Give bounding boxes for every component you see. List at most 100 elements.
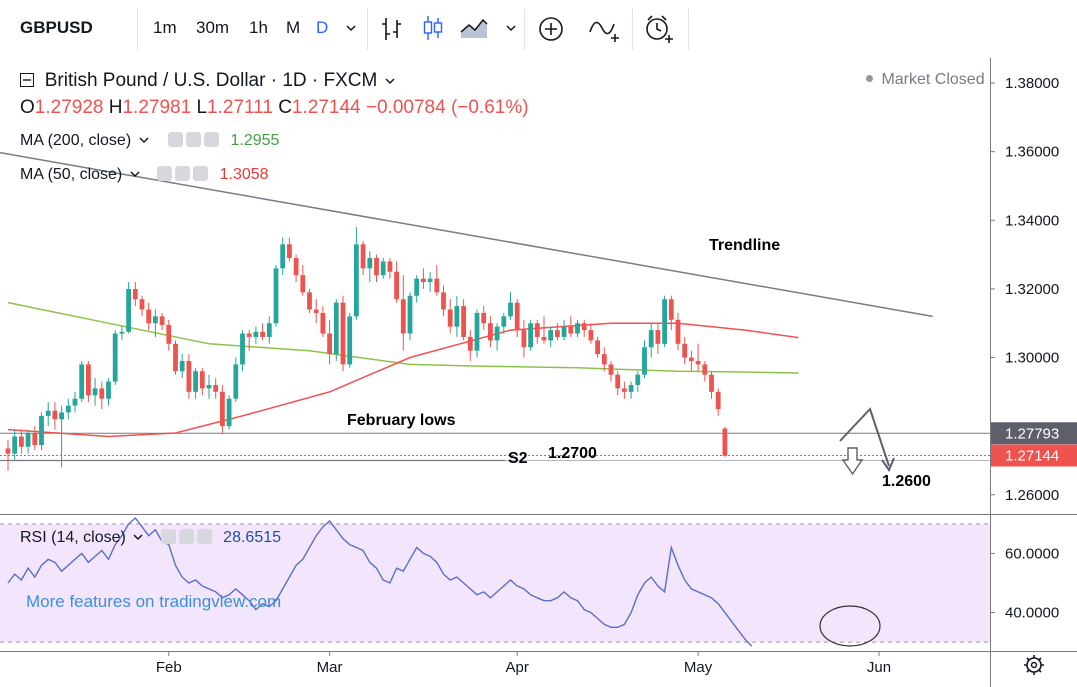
- candle[interactable]: [112, 330, 118, 385]
- rsi-legend[interactable]: RSI (14, close) 28.6515: [20, 529, 281, 547]
- candle[interactable]: [534, 319, 540, 344]
- candle[interactable]: [233, 357, 239, 403]
- candle[interactable]: [307, 288, 312, 313]
- candle[interactable]: [488, 316, 493, 348]
- candle[interactable]: [266, 316, 272, 344]
- candle[interactable]: [360, 240, 366, 276]
- candle[interactable]: [601, 347, 607, 372]
- candle[interactable]: [642, 340, 647, 379]
- interval-1m[interactable]: 1m: [153, 18, 177, 37]
- candle[interactable]: [186, 354, 192, 399]
- candle[interactable]: [347, 312, 353, 368]
- candle[interactable]: [106, 378, 111, 406]
- candle[interactable]: [39, 412, 44, 451]
- candle[interactable]: [240, 330, 245, 372]
- candle[interactable]: [668, 295, 674, 331]
- candle[interactable]: [541, 316, 547, 344]
- candle[interactable]: [300, 264, 306, 296]
- interval-day[interactable]: D: [316, 18, 329, 37]
- symbol-search[interactable]: GBPUSD: [20, 18, 93, 37]
- interval-month[interactable]: M: [286, 18, 301, 37]
- candle[interactable]: [447, 299, 453, 334]
- candle[interactable]: [722, 426, 728, 457]
- remove-close-icon[interactable]: [196, 529, 212, 544]
- candle[interactable]: [575, 319, 580, 337]
- candle[interactable]: [367, 251, 373, 283]
- candle[interactable]: [213, 378, 219, 399]
- gear-icon[interactable]: [1024, 655, 1044, 675]
- ma200-legend[interactable]: MA (200, close) 1.2955: [20, 132, 279, 150]
- candle[interactable]: [628, 381, 634, 399]
- candle[interactable]: [454, 295, 460, 337]
- candle[interactable]: [52, 402, 58, 430]
- candle[interactable]: [253, 326, 259, 344]
- ma200-chevron-down-icon[interactable]: [138, 135, 150, 145]
- candle[interactable]: [86, 360, 91, 403]
- candle[interactable]: [548, 326, 554, 348]
- trendline[interactable]: [0, 151, 933, 318]
- candle[interactable]: [19, 429, 24, 454]
- candle[interactable]: [99, 381, 105, 410]
- candle[interactable]: [354, 227, 359, 320]
- candle[interactable]: [132, 282, 138, 307]
- candle[interactable]: [374, 254, 379, 283]
- candle[interactable]: [561, 319, 567, 341]
- candle[interactable]: [622, 381, 627, 399]
- candle[interactable]: [434, 264, 440, 296]
- candle[interactable]: [407, 292, 413, 341]
- candle[interactable]: [179, 354, 185, 379]
- remove-close-icon[interactable]: [193, 166, 209, 181]
- price-chart[interactable]: 1.38000 1.36000 1.34000 1.32000 1.30000 1.260…: [0, 58, 1077, 687]
- chart-type-chevron-down-icon[interactable]: [505, 18, 517, 38]
- interval-1h[interactable]: 1h: [249, 18, 268, 37]
- candle[interactable]: [648, 323, 654, 358]
- visibility-eye-icon[interactable]: [168, 132, 184, 147]
- title-chevron-down-icon[interactable]: [384, 76, 396, 86]
- candle[interactable]: [5, 439, 11, 471]
- candle[interactable]: [119, 326, 125, 341]
- candle[interactable]: [414, 275, 420, 303]
- candle[interactable]: [394, 261, 399, 303]
- candle[interactable]: [146, 302, 152, 331]
- candle[interactable]: [441, 285, 446, 317]
- candle[interactable]: [287, 237, 292, 262]
- candle[interactable]: [555, 323, 560, 341]
- candle[interactable]: [427, 271, 433, 293]
- candle[interactable]: [220, 384, 225, 434]
- candle[interactable]: [59, 405, 64, 468]
- visibility-eye-icon[interactable]: [157, 166, 173, 181]
- candle[interactable]: [682, 336, 688, 365]
- candle[interactable]: [494, 323, 500, 351]
- candle[interactable]: [45, 402, 51, 427]
- visibility-eye-icon[interactable]: [160, 529, 176, 544]
- candle[interactable]: [280, 237, 286, 276]
- candle[interactable]: [521, 319, 527, 358]
- candle[interactable]: [340, 295, 346, 372]
- rsi-chevron-down-icon[interactable]: [132, 532, 144, 542]
- candle[interactable]: [695, 343, 701, 372]
- candle[interactable]: [615, 371, 621, 396]
- candle[interactable]: [226, 395, 232, 430]
- candle[interactable]: [153, 309, 158, 337]
- candle[interactable]: [481, 306, 487, 331]
- candle[interactable]: [126, 282, 131, 334]
- candle[interactable]: [380, 258, 386, 279]
- candle[interactable]: [246, 330, 252, 351]
- candle[interactable]: [595, 336, 600, 358]
- candle[interactable]: [662, 295, 667, 348]
- candle[interactable]: [467, 330, 473, 361]
- candle[interactable]: [273, 264, 279, 327]
- candle[interactable]: [206, 374, 212, 399]
- candle[interactable]: [702, 360, 708, 382]
- candle[interactable]: [260, 323, 265, 341]
- candle[interactable]: [193, 367, 198, 399]
- candle[interactable]: [166, 319, 172, 351]
- candle[interactable]: [528, 319, 533, 351]
- candle[interactable]: [25, 429, 31, 454]
- candle[interactable]: [508, 292, 513, 320]
- candle-chart-icon[interactable]: [421, 14, 445, 42]
- candle[interactable]: [655, 323, 661, 355]
- collapse-legend-icon[interactable]: [20, 73, 34, 87]
- candle[interactable]: [79, 360, 85, 403]
- candle[interactable]: [65, 398, 71, 420]
